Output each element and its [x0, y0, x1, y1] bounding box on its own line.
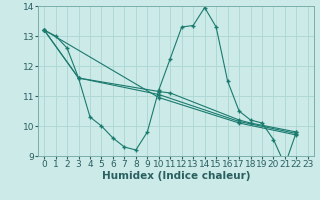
X-axis label: Humidex (Indice chaleur): Humidex (Indice chaleur) [102, 171, 250, 181]
